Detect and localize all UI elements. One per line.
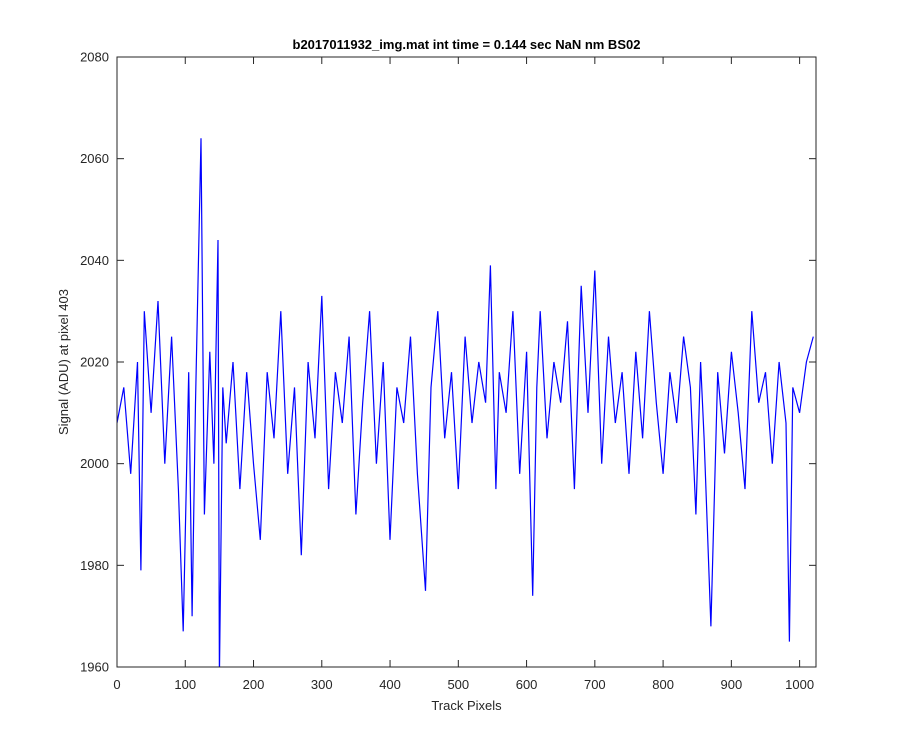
plot-area <box>117 57 816 667</box>
y-tick-label: 1960 <box>80 660 109 675</box>
y-tick-label: 2080 <box>80 50 109 65</box>
y-tick-label: 2000 <box>80 456 109 471</box>
x-axis: 0 100 200 300 400 500 600 700 800 900 1000 <box>113 57 814 692</box>
x-tick-label: 500 <box>447 677 469 692</box>
x-tick-label: 700 <box>584 677 606 692</box>
x-tick-label: 200 <box>243 677 265 692</box>
series-line-0 <box>117 138 814 667</box>
x-axis-label: Track Pixels <box>431 698 502 713</box>
x-tick-label: 0 <box>113 677 120 692</box>
y-tick-label: 2040 <box>80 253 109 268</box>
x-tick-label: 300 <box>311 677 333 692</box>
x-tick-label: 800 <box>652 677 674 692</box>
series-layer <box>117 138 814 667</box>
x-tick-label: 1000 <box>785 677 814 692</box>
y-axis: 1960 1980 2000 2020 2040 2060 2080 <box>80 50 816 675</box>
x-tick-label: 900 <box>721 677 743 692</box>
x-tick-label: 400 <box>379 677 401 692</box>
y-axis-label: Signal (ADU) at pixel 403 <box>56 289 71 435</box>
chart-title: b2017011932_img.mat int time = 0.144 sec… <box>293 37 641 52</box>
y-tick-label: 1980 <box>80 558 109 573</box>
x-tick-label: 100 <box>174 677 196 692</box>
y-tick-label: 2060 <box>80 151 109 166</box>
y-tick-label: 2020 <box>80 355 109 370</box>
x-tick-label: 600 <box>516 677 538 692</box>
